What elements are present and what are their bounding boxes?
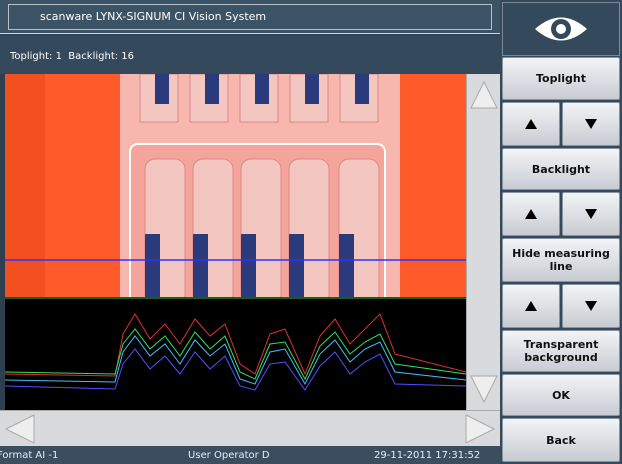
user-label: User Operator D: [188, 450, 270, 461]
eye-icon[interactable]: [502, 2, 620, 56]
status-bar: Format AI -1 User Operator D 29-11-2011 …: [0, 446, 500, 464]
hide-measuring-line-button[interactable]: Hide measuring line: [502, 238, 620, 282]
light-status: Toplight: 1 Backlight: 16: [10, 51, 135, 62]
backlight-down-button[interactable]: [562, 192, 620, 236]
vertical-scrollbar[interactable]: [466, 74, 500, 410]
line-down-button[interactable]: [562, 284, 620, 328]
side-panel: Toplight Backlight Hide measuring line T…: [500, 0, 622, 464]
backlight-up-button[interactable]: [502, 192, 560, 236]
title-bar: scanware LYNX-SIGNUM CI Vision System: [0, 0, 500, 34]
horizontal-scrollbar[interactable]: [0, 410, 500, 446]
datetime-label: 29-11-2011 17:31:52: [374, 450, 481, 461]
ok-button[interactable]: OK: [502, 374, 620, 416]
camera-view: [5, 74, 466, 410]
info-bar: Toplight: 1 Backlight: 16: [0, 35, 500, 74]
toplight-button[interactable]: Toplight: [502, 57, 620, 100]
format-label: Format AI -1: [0, 450, 59, 461]
line-up-button[interactable]: [502, 284, 560, 328]
backlight-button[interactable]: Backlight: [502, 148, 620, 190]
toplight-up-button[interactable]: [502, 102, 560, 146]
window-title: scanware LYNX-SIGNUM CI Vision System: [40, 10, 267, 23]
back-button[interactable]: Back: [502, 418, 620, 462]
toplight-down-button[interactable]: [562, 102, 620, 146]
transparent-background-button[interactable]: Transparent background: [502, 330, 620, 372]
